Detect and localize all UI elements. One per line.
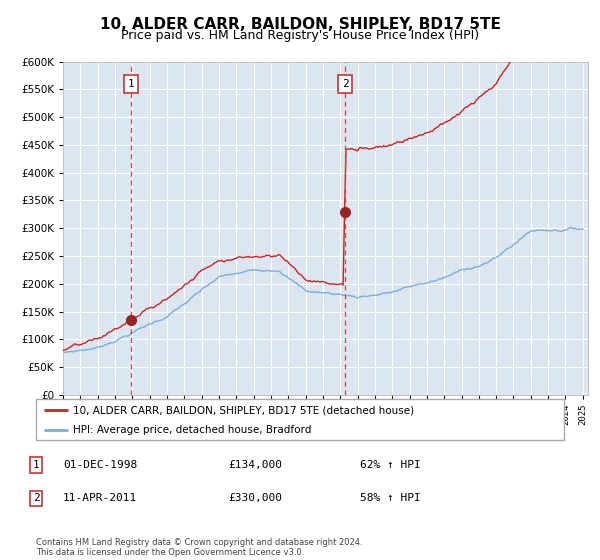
Text: 11-APR-2011: 11-APR-2011	[63, 493, 137, 503]
Text: 01-DEC-1998: 01-DEC-1998	[63, 460, 137, 470]
Text: 2: 2	[341, 79, 349, 89]
Text: HPI: Average price, detached house, Bradford: HPI: Average price, detached house, Brad…	[73, 424, 311, 435]
Text: £330,000: £330,000	[228, 493, 282, 503]
Text: 1: 1	[32, 460, 40, 470]
Text: Price paid vs. HM Land Registry's House Price Index (HPI): Price paid vs. HM Land Registry's House …	[121, 29, 479, 42]
Text: 10, ALDER CARR, BAILDON, SHIPLEY, BD17 5TE: 10, ALDER CARR, BAILDON, SHIPLEY, BD17 5…	[100, 17, 500, 32]
Text: 10, ALDER CARR, BAILDON, SHIPLEY, BD17 5TE (detached house): 10, ALDER CARR, BAILDON, SHIPLEY, BD17 5…	[73, 405, 414, 415]
Text: £134,000: £134,000	[228, 460, 282, 470]
Text: 2: 2	[32, 493, 40, 503]
Text: 1: 1	[127, 79, 134, 89]
Text: Contains HM Land Registry data © Crown copyright and database right 2024.
This d: Contains HM Land Registry data © Crown c…	[36, 538, 362, 557]
Text: 58% ↑ HPI: 58% ↑ HPI	[360, 493, 421, 503]
Text: 62% ↑ HPI: 62% ↑ HPI	[360, 460, 421, 470]
FancyBboxPatch shape	[36, 399, 564, 440]
